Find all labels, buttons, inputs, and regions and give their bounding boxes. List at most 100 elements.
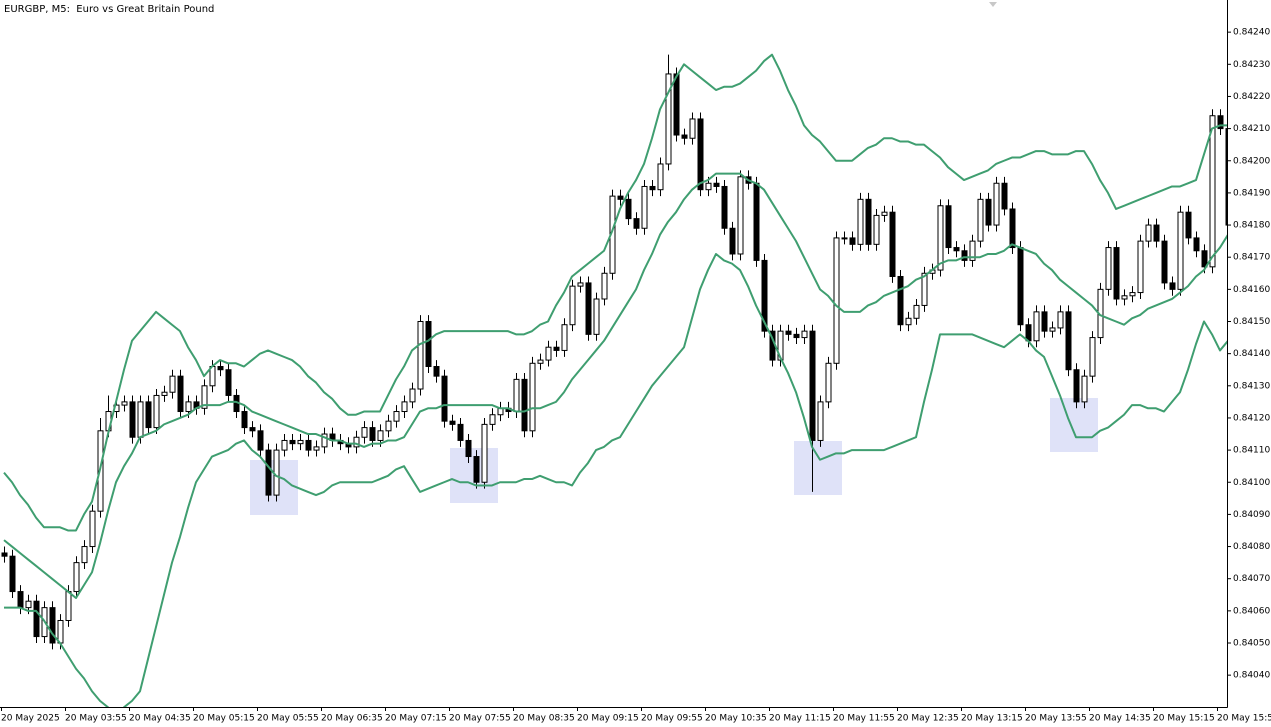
- band-line: [4, 252, 1227, 707]
- candle-body: [601, 272, 608, 300]
- candle-body: [185, 401, 192, 413]
- candle-body: [961, 250, 968, 261]
- candle-body: [305, 439, 312, 451]
- candle-body: [785, 330, 792, 335]
- candle-body: [985, 198, 992, 226]
- candle-body: [857, 198, 864, 245]
- candle-body: [25, 600, 32, 609]
- candle-body: [297, 439, 304, 445]
- y-tick-label: 0.84210: [1233, 124, 1270, 134]
- candle-body: [1137, 240, 1144, 294]
- candle-body: [225, 369, 232, 396]
- candle-body: [1025, 324, 1032, 342]
- y-tick-label: 0.84070: [1233, 574, 1270, 584]
- y-tick-label: 0.84100: [1233, 478, 1270, 488]
- candle-body: [849, 237, 856, 245]
- candle-body: [1081, 375, 1088, 403]
- candle-body: [1049, 327, 1056, 332]
- candle-body: [49, 607, 56, 644]
- candle-body: [1161, 240, 1168, 284]
- candle-body: [169, 375, 176, 393]
- candle-body: [465, 439, 472, 458]
- candle-body: [1113, 247, 1120, 300]
- candle-body: [1185, 211, 1192, 239]
- y-tick-label: 0.84230: [1233, 60, 1270, 70]
- candle-body: [281, 439, 288, 451]
- y-tick-label: 0.84160: [1233, 285, 1270, 295]
- candle-body: [561, 324, 568, 351]
- y-tick-label: 0.84200: [1233, 156, 1270, 166]
- candle-body: [993, 182, 1000, 226]
- candle-body: [289, 439, 296, 445]
- highlight-box: [1050, 398, 1098, 452]
- candle-body: [689, 118, 696, 139]
- candle-body: [57, 619, 64, 644]
- band-line: [3, 53, 1227, 532]
- candle-body: [1065, 311, 1072, 371]
- candle-body: [353, 436, 360, 448]
- x-tick-label: 20 May 14:35: [1089, 714, 1151, 724]
- x-tick-label: 20 May 15:55: [1217, 714, 1271, 724]
- candle-body: [1041, 311, 1048, 332]
- plot-area: [1, 53, 1227, 707]
- candle-body: [721, 185, 728, 229]
- candle-body: [9, 555, 16, 593]
- candle-body: [65, 591, 72, 621]
- candle-body: [257, 430, 264, 451]
- candle-body: [1129, 292, 1136, 297]
- x-tick-label: 20 May 12:35: [897, 714, 959, 724]
- x-tick-label: 20 May 11:15: [769, 714, 831, 724]
- candle-body: [921, 272, 928, 306]
- candle-body: [89, 510, 96, 548]
- candle-body: [1169, 282, 1176, 290]
- candle-body: [1217, 115, 1224, 130]
- y-tick-label: 0.84150: [1233, 317, 1270, 327]
- candle-body: [633, 218, 640, 229]
- x-tick-label: 20 May 15:15: [1153, 714, 1215, 724]
- x-tick-label: 20 May 07:55: [449, 714, 511, 724]
- candle-body: [521, 378, 528, 432]
- candle-body: [1057, 311, 1064, 329]
- y-tick-label: 0.84130: [1233, 381, 1270, 391]
- candle-body: [1105, 247, 1112, 290]
- candle-body: [249, 427, 256, 432]
- candle-body: [1001, 182, 1008, 210]
- candle-body: [977, 198, 984, 242]
- candle-body: [417, 321, 424, 390]
- candle-body: [953, 247, 960, 252]
- candle-body: [1017, 247, 1024, 326]
- candle-body: [1009, 208, 1016, 249]
- candle-body: [761, 259, 768, 332]
- candle-body: [145, 401, 152, 429]
- candle-body: [17, 591, 24, 609]
- candle-body: [409, 388, 416, 403]
- candle-body: [641, 185, 648, 229]
- candle-body: [1, 552, 8, 557]
- candle-body: [817, 401, 824, 441]
- candle-body: [569, 285, 576, 326]
- x-tick-label: 20 May 09:55: [641, 714, 703, 724]
- x-tick-label: 20 May 13:15: [961, 714, 1023, 724]
- candle-body: [1209, 115, 1216, 268]
- candle-body: [713, 182, 720, 187]
- y-tick-label: 0.84040: [1233, 671, 1270, 681]
- candle-body: [865, 198, 872, 245]
- candle-body: [657, 163, 664, 191]
- candle-body: [937, 205, 944, 271]
- candle-body: [401, 401, 408, 413]
- y-tick-label: 0.84220: [1233, 92, 1270, 102]
- candle-body: [129, 401, 136, 438]
- candle-body: [729, 227, 736, 255]
- candle-body: [649, 185, 656, 191]
- candle-body: [913, 304, 920, 319]
- candle-body: [809, 330, 816, 441]
- candle-body: [369, 427, 376, 441]
- x-tick-label: 20 May 09:15: [577, 714, 639, 724]
- candle-body: [585, 282, 592, 335]
- candle-body: [153, 394, 160, 429]
- candle-body: [617, 195, 624, 200]
- candle-body: [1153, 224, 1160, 242]
- candle-body: [577, 282, 584, 287]
